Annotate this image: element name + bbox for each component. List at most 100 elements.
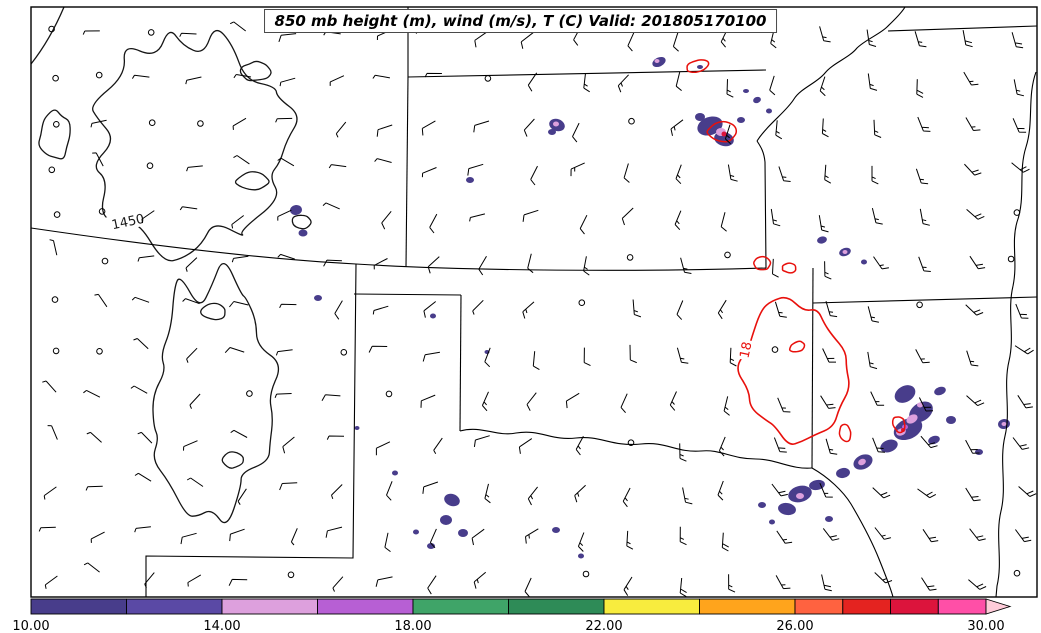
wind-barb <box>186 165 203 172</box>
precip-blob <box>906 414 918 424</box>
precip-blob <box>458 529 468 537</box>
wind-barb <box>965 304 984 316</box>
height-contour <box>234 171 270 191</box>
precip-blob <box>743 89 749 93</box>
wind-barb <box>728 574 736 593</box>
wind-barb <box>717 299 727 320</box>
temp-contour-main <box>737 296 850 445</box>
precip-blob <box>430 313 436 319</box>
wind-barb <box>627 31 635 52</box>
wind-barb <box>473 571 487 589</box>
wind-barb <box>870 391 885 406</box>
calm-wind-circle <box>52 347 60 355</box>
calm-wind-circle <box>578 299 586 307</box>
height-contour-label: 1450 <box>103 208 152 234</box>
precip-blob <box>721 131 727 137</box>
wind-barb <box>818 215 829 233</box>
wind-barb <box>917 488 937 499</box>
wind-barb <box>729 347 737 367</box>
wind-barb <box>965 439 980 454</box>
wind-barb <box>1011 32 1024 49</box>
colorbar: 10.00 14.00 18.00 22.00 26.00 30.00 <box>12 598 1012 633</box>
wind-barb <box>966 209 985 220</box>
wind-barb <box>422 481 439 494</box>
wind-barb <box>775 120 783 140</box>
wind-barb <box>375 441 391 456</box>
wind-barb <box>134 472 152 482</box>
height-contour <box>200 302 226 321</box>
wind-barb <box>821 118 829 138</box>
wind-barb <box>922 529 939 543</box>
temp-contour-loop <box>838 423 852 443</box>
wind-barb <box>775 575 791 590</box>
temp-contour-loop <box>686 59 710 74</box>
calm-wind-circle <box>146 162 154 169</box>
wind-barb <box>620 393 628 414</box>
calm-wind-circle <box>101 257 109 265</box>
precip-blob <box>836 467 850 479</box>
wind-barb <box>179 206 198 211</box>
wind-barb <box>522 209 539 222</box>
wind-barb <box>473 435 490 447</box>
height-contour <box>38 109 71 160</box>
wind-barb <box>532 351 540 371</box>
wind-barb <box>866 29 877 47</box>
wind-barb <box>572 122 580 143</box>
wind-barb <box>871 165 879 185</box>
wind-barb <box>621 207 634 226</box>
calm-wind-circle <box>95 71 103 79</box>
wind-barb <box>522 301 535 319</box>
wind-barb <box>131 296 150 303</box>
precip-blob <box>934 386 946 396</box>
wind-barb <box>82 30 100 35</box>
wind-barb <box>527 72 538 92</box>
height-contour <box>239 60 272 82</box>
wind-barb <box>726 79 734 98</box>
wind-barb <box>632 299 642 318</box>
wind-barb <box>915 168 929 185</box>
precip-blob <box>796 493 804 499</box>
wind-barb <box>629 344 637 364</box>
height-contour <box>291 214 312 230</box>
calm-wind-circle <box>627 439 635 447</box>
svg-text:18: 18 <box>737 340 755 359</box>
wind-barb <box>329 75 345 86</box>
wind-barb <box>421 167 437 178</box>
precip-blob <box>928 435 940 445</box>
precip-blob <box>809 479 825 491</box>
wind-barb <box>180 532 197 545</box>
wind-barb <box>778 166 791 182</box>
wind-barb <box>530 165 538 186</box>
colorbar-extend-arrow <box>985 598 1012 615</box>
wind-barb <box>481 391 489 412</box>
wind-barb <box>721 532 729 552</box>
calm-wind-circle <box>51 296 59 303</box>
temp-contour-loop <box>891 416 906 434</box>
wind-barb <box>577 532 585 552</box>
precip-blob <box>1001 422 1007 426</box>
state-border <box>407 69 767 78</box>
wind-barb <box>776 530 793 544</box>
precip-blob <box>427 543 435 549</box>
wind-barb <box>682 487 693 505</box>
precip-blob <box>861 259 867 265</box>
precip-blob <box>444 493 460 507</box>
precip-blob <box>753 96 761 104</box>
wind-barb <box>917 116 931 132</box>
plot-title: 850 mb height (m), wind (m/s), T (C) Val… <box>263 9 778 33</box>
wind-barb <box>1015 303 1029 319</box>
precip-blob <box>917 402 923 408</box>
wind-barb <box>918 256 931 272</box>
wind-barb <box>825 301 838 318</box>
wind-barb <box>771 483 788 497</box>
calm-wind-circle <box>98 208 106 215</box>
precip-blob <box>697 65 703 69</box>
wind-barb <box>915 349 930 364</box>
wind-barb <box>185 76 202 85</box>
wind-barb <box>375 576 393 587</box>
wind-barb <box>679 526 687 546</box>
wind-barb <box>83 562 100 573</box>
temp-contour-loop <box>788 340 806 353</box>
wind-barb <box>372 305 389 315</box>
wind-barb <box>874 572 893 584</box>
